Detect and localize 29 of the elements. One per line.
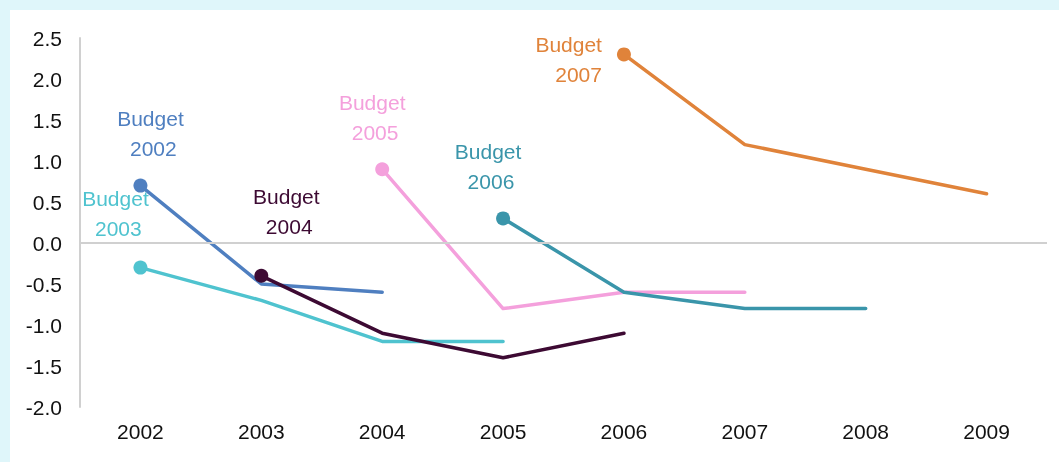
- y-tick-label: -2.0: [25, 395, 62, 419]
- point: [616, 47, 631, 62]
- y-tick-label: 2.5: [32, 26, 62, 50]
- x-tick-label: 2004: [358, 420, 406, 443]
- x-tick-label: 2002: [117, 420, 164, 443]
- x-tick-label: 2005: [479, 420, 527, 443]
- series-label: Budget 2007: [535, 32, 603, 86]
- y-tick-label: -0.5: [25, 272, 62, 296]
- series-label: Budget 2004: [253, 185, 320, 239]
- y-tick-label: 0.0: [32, 231, 62, 255]
- y-tick-label: -1.5: [25, 354, 62, 378]
- point: [375, 162, 390, 177]
- series-label: Budget 2002: [117, 107, 184, 161]
- y-tick-label: 0.5: [32, 190, 62, 214]
- x-tick-label: 2009: [963, 420, 1010, 443]
- point: [496, 211, 511, 226]
- series-label: Budget 2003: [82, 187, 149, 241]
- y-tick-label: 1.0: [32, 149, 62, 173]
- series-label: Budget 2005: [338, 90, 406, 144]
- point: [133, 260, 148, 275]
- y-tick-label: 1.5: [32, 108, 62, 132]
- series-label: Budget 2006: [454, 139, 522, 193]
- x-tick-label: 2008: [842, 420, 890, 443]
- x-tick-label: 2007: [721, 420, 769, 443]
- x-tick-label: 2003: [237, 420, 285, 443]
- point: [254, 268, 269, 283]
- y-tick-label: 2.0: [32, 67, 62, 91]
- x-tick-label: 2006: [600, 420, 648, 443]
- y-tick-label: -1.0: [25, 313, 62, 337]
